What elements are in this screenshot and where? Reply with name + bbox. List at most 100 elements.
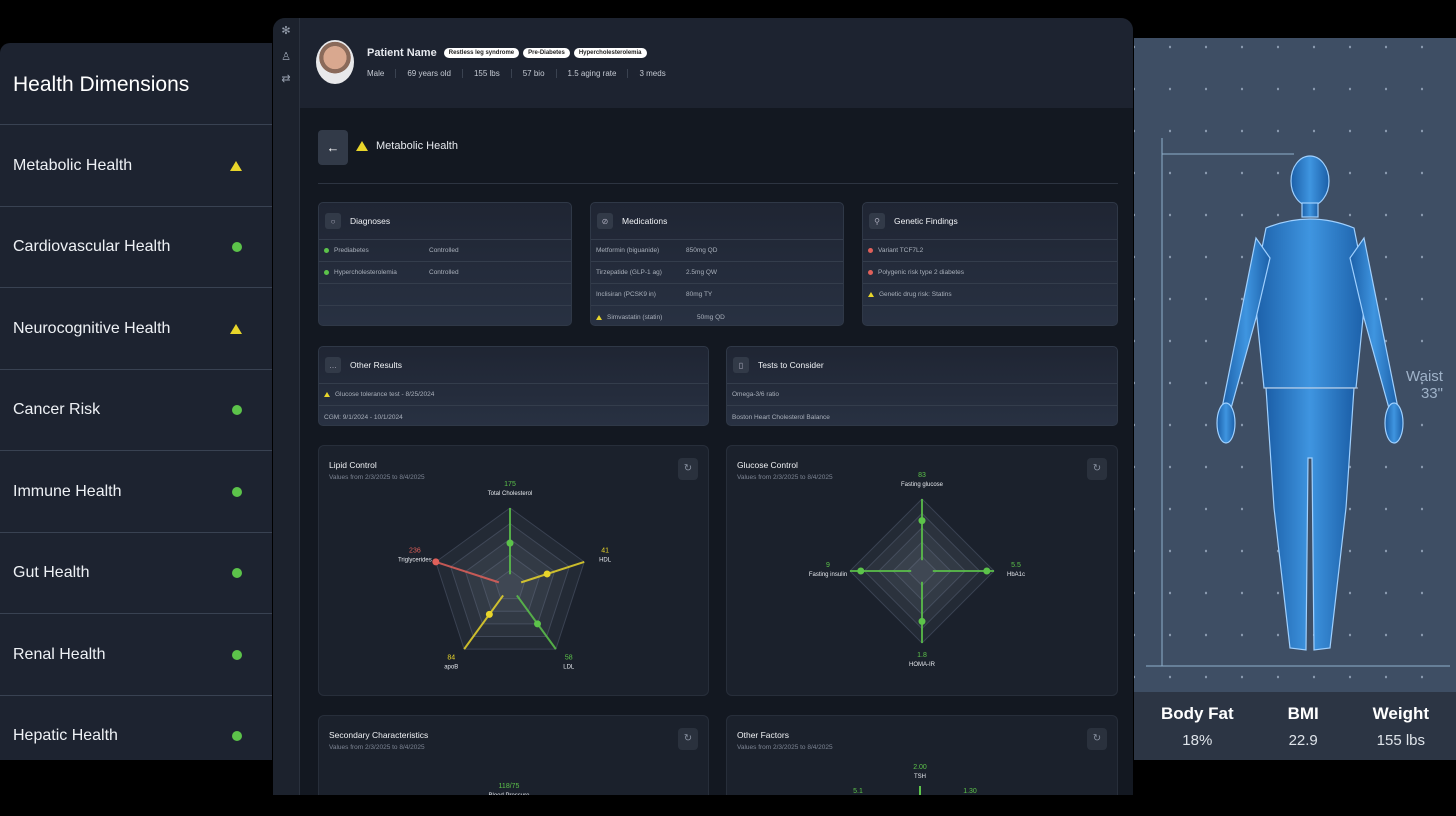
radar-value: 58 [565,655,573,662]
body-figure [1146,138,1450,667]
sidebar-item[interactable]: Immune Health [0,450,272,532]
sidebar-item-label: Gut Health [13,564,90,581]
warning-icon [324,392,330,397]
radar-svg: 83 Fasting glucose 5.5 HbA1c 1.8 HOMA-IR 9 Fast… [809,472,1025,668]
radar-point[interactable] [534,620,542,628]
list-item[interactable]: Inclisiran (PCSK9 in) 80mg TY [591,284,843,306]
back-button[interactable]: ← [318,130,348,165]
sex: Male [367,69,385,78]
sidebar-item-label: Metabolic Health [13,156,133,174]
radar-label: TSH [914,774,926,780]
radar-point[interactable] [918,517,926,525]
sidebar-item-label: Cardiovascular Health [13,238,171,255]
diagnoses-card: ○ Diagnoses Prediabetes Controlled Hyperch… [318,202,572,326]
radar-value: 84 [447,655,455,662]
radar-point[interactable] [918,617,926,625]
stat-body-fat: Body Fat 18% [1160,704,1234,749]
status-dot-icon [324,270,329,275]
list-item[interactable]: Variant TCF7L2 [863,240,1117,262]
list-item[interactable]: Omega-3/6 ratio [727,384,1117,406]
radar-svg: 175 Total Cholesterol 41 HDL 58 LDL 84 apoB 236 T… [398,481,612,671]
warning-icon [596,314,602,320]
radar-svg: 118/75 Blood Pressure [488,783,530,795]
sidebar-item[interactable]: Cancer Risk [0,368,272,451]
radar-point[interactable] [506,539,514,547]
list-item[interactable]: Hypercholesterolemia Controlled [319,262,571,284]
radar-value: 1.30 [963,788,977,795]
sidebar-item[interactable]: Cardiovascular Health [0,205,272,288]
radar-value: 5.1 [853,788,863,795]
status-dot-icon [232,568,242,578]
chart-title: Lipid Control [329,460,377,470]
sidebar-item[interactable]: Gut Health [0,531,272,614]
radar-label: HDL [599,557,612,563]
status-dot-icon [324,248,329,253]
body-stats: Body Fat 18% BMI 22.9 Weight 155 lbs [1134,692,1456,760]
patient-name: Patient Name [367,47,437,59]
card-title: Other Results [350,360,402,370]
sidebar-item[interactable]: Metabolic Health [0,124,272,206]
sidebar-item-label: Hepatic Health [13,727,118,744]
refresh-button[interactable]: ↻ [678,728,698,750]
refresh-button[interactable]: ↻ [678,458,698,480]
radar-point[interactable] [983,567,991,575]
refresh-button[interactable]: ↻ [1087,458,1107,480]
genetic-findings-card: ⚲ Genetic Findings Variant TCF7L2 Polygen… [862,202,1118,326]
tag: Pre-Diabetes [523,48,570,59]
user-icon[interactable]: ♙ [281,51,291,63]
list-item[interactable]: Glucose tolerance test - 8/25/2024 [319,384,708,406]
other-factors-chart: Other Factors Values from 2/3/2025 to 8/… [726,715,1118,795]
radar-point[interactable] [432,558,440,566]
list-item[interactable]: Polygenic risk type 2 diabetes [863,262,1117,284]
stethoscope-icon: ○ [325,213,341,229]
radar-point[interactable] [543,570,551,578]
chart-title: Secondary Characteristics [329,730,429,740]
radar-value: 118/75 [499,783,520,790]
refresh-button[interactable]: ↻ [1087,728,1107,750]
list-item[interactable]: Simvastatin (statin) 50mg QD [591,306,843,325]
radar-value: 5.5 [1011,562,1021,569]
med-count: 3 meds [627,69,676,78]
card-title: Genetic Findings [894,216,958,226]
patient-header: Patient Name Restless leg syndrome Pre-Di… [300,18,1133,108]
bio-age: 57 bio [510,69,556,78]
list-item[interactable]: CGM: 9/1/2024 - 10/1/2024 [324,413,403,421]
radar-label: apoB [444,665,458,671]
list-item[interactable]: Metformin (biguanide) 850mg QD [591,240,843,262]
age: 69 years old [395,69,462,78]
radar-label: HOMA-IR [909,662,936,668]
radar-point[interactable] [857,567,865,575]
radar-point[interactable] [485,610,493,618]
human-silhouette [1216,155,1404,651]
lipid-control-chart: Lipid Control Values from 2/3/2025 to 8/… [318,445,709,696]
sidebar-item[interactable]: Neurocognitive Health [0,287,272,369]
card-title: Diagnoses [350,216,391,226]
other-results-card: … Other Results Glucose tolerance test - … [318,346,709,426]
list-item[interactable]: Boston Heart Cholesterol Balance [732,413,830,421]
radar-label: Total Cholesterol [488,491,533,497]
warning-icon [230,323,242,334]
tag: Hypercholesterolemia [573,48,647,59]
tag: Restless leg syndrome [443,48,520,59]
stat-weight: Weight 155 lbs [1372,704,1430,749]
sidebar-item[interactable]: Hepatic Health [0,694,272,777]
radar-value: 83 [918,472,926,479]
list-item[interactable]: Genetic drug risk: Statins [863,284,1117,306]
glucose-control-chart: Glucose Control Values from 2/3/2025 to … [726,445,1118,696]
settings-sliders-icon[interactable]: ⇄ [281,73,291,85]
weight: 155 lbs [461,69,511,78]
radar-value: 175 [504,481,516,488]
warning-icon [356,141,368,151]
test-tube-icon: ▯ [733,357,749,373]
radar-value: 41 [601,547,609,554]
radar-label: Blood Pressure [488,793,530,795]
radar-label: Triglycerides [398,557,432,563]
sidebar-item[interactable]: Renal Health [0,613,272,695]
radar-grid [479,554,541,612]
list-item[interactable]: Tirzepatide (GLP-1 ag) 2.5mg QW [591,262,843,284]
list-item[interactable]: Prediabetes Controlled [319,240,571,262]
radar-svg: 2.00 TSH 5.1 1.30 [853,764,977,795]
radar-axis [435,560,500,584]
status-dot-icon [232,486,242,497]
radar-axis [463,594,504,650]
